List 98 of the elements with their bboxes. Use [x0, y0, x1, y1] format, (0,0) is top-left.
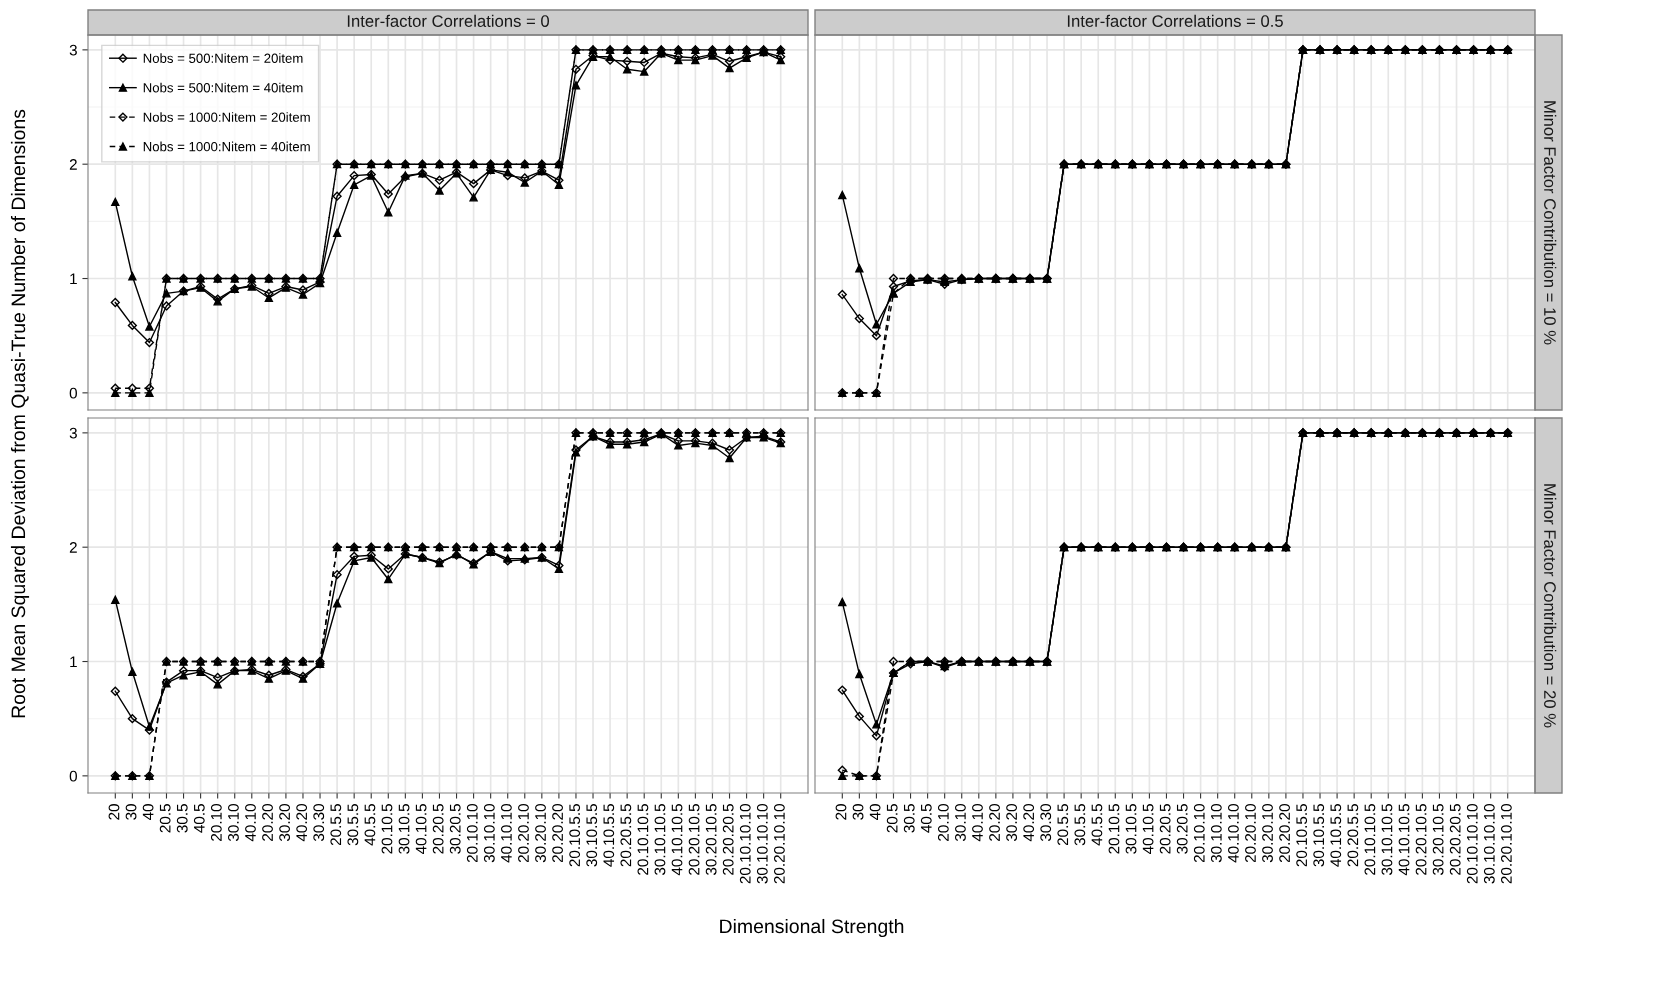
x-tick-label: 30.20.10	[535, 804, 546, 863]
x-tick-label: 30.20	[1006, 804, 1018, 842]
x-tick-label: 20.10.10.10	[1466, 804, 1478, 884]
x-tick-label: 30	[125, 804, 137, 820]
x-tick-label: 40.10.5	[1142, 804, 1154, 855]
x-tick-label: 20.20.5	[1159, 804, 1171, 854]
y-tick-label: 0	[69, 387, 77, 399]
x-tick-label: 30.10.5	[398, 804, 410, 854]
x-tick-label: 20.10.10	[1193, 804, 1205, 863]
x-tick-label: 30.5.5	[347, 804, 359, 846]
x-tick-label: 20.20.5	[432, 804, 444, 854]
y-tick-label: 0	[69, 770, 77, 782]
x-axis-title: Dimensional Strength	[720, 918, 904, 938]
y-axis-title: Root Mean Squared Deviation from Quasi-True Number of Dimensions	[10, 109, 30, 718]
x-tick-label: 40.10.5	[415, 804, 427, 855]
x-tick-label: 20.5.5	[330, 804, 342, 846]
x-tick-label: 20.20.10.10	[773, 804, 785, 884]
y2-axis-title: Minor Factor Contribution = 20 %	[1544, 484, 1557, 728]
x-tick-label: 40.20	[296, 804, 308, 842]
x-tick-label: 30.20.5	[1176, 804, 1188, 854]
y2-axis-title: Minor Factor Contribution = 10 %	[1544, 101, 1557, 345]
x-tick-label: 20.20.20.5	[1449, 804, 1461, 875]
x-tick-label: 20	[835, 804, 847, 820]
x-tick-label: 20.20.5.5	[620, 804, 632, 867]
x-tick-label: 20.5.5	[1057, 804, 1069, 846]
legend-label: Nobs = 500:Nitem = 40item	[143, 82, 303, 93]
x-tick-label: 30.20	[279, 804, 291, 842]
x-tick-label: 30.30	[313, 804, 325, 842]
y-tick-label: 2	[69, 542, 77, 553]
y-tick-label: 1	[70, 656, 77, 668]
x-tick-label: 30.10.10.5	[654, 804, 666, 876]
y-tick-label: 3	[69, 44, 77, 56]
x-tick-label: 40.20	[1023, 804, 1035, 842]
x-tick-label: 20.20.10.10	[1500, 804, 1512, 884]
y-tick-label: 1	[70, 273, 77, 285]
x-tick-label: 30.20.10.5	[1432, 804, 1444, 876]
x-tick-label: 40.10.10.5	[1398, 804, 1410, 876]
y-tick-label: 2	[69, 159, 77, 170]
x-tick-label: 20.20.20	[1279, 804, 1290, 863]
x-tick-label: 20.10	[210, 804, 222, 841]
x-tick-label: 40.10	[245, 804, 256, 842]
x-tick-label: 20	[108, 804, 120, 820]
x-tick-label: 40.10	[972, 804, 983, 842]
x-tick-label: 20.10.10.5	[1364, 804, 1376, 875]
x-tick-label: 30.10.5.5	[1313, 804, 1325, 867]
x-tick-label: 20.20	[262, 804, 273, 841]
x-tick-label: 30.5	[903, 804, 915, 833]
x-tick-label: 20.5	[886, 804, 898, 833]
x-tick-label: 40.5	[920, 804, 932, 833]
x-tick-label: 20.20	[989, 804, 1000, 841]
x-tick-label: 30.20.5	[449, 804, 461, 854]
x-tick-label: 40.5.5	[1091, 804, 1103, 846]
chart-title: Inter-factor Correlations = 0.5	[1067, 14, 1283, 27]
x-tick-label: 20.10.10.5	[637, 804, 649, 875]
x-tick-label: 20.5	[159, 804, 171, 833]
legend-label: Nobs = 1000:Nitem = 40item	[143, 141, 310, 152]
x-tick-label: 20.10.10.10	[739, 804, 751, 884]
x-tick-label: 40.10.5.5	[1330, 804, 1342, 867]
x-tick-label: 40	[142, 804, 154, 821]
x-tick-label: 30.5.5	[1074, 804, 1086, 846]
x-tick-label: 40.5.5	[364, 804, 376, 846]
x-tick-label: 20.20.10	[1245, 804, 1256, 863]
x-tick-label: 40.5	[193, 804, 205, 833]
x-tick-label: 20.10.5	[1108, 804, 1120, 854]
x-tick-label: 30.5	[176, 804, 188, 833]
x-tick-label: 40.10.5.5	[603, 804, 615, 867]
x-tick-label: 20.20.10	[518, 804, 529, 863]
x-tick-label: 40	[869, 804, 881, 821]
x-tick-label: 30.10.10.10	[756, 804, 768, 884]
x-tick-label: 30.10.5.5	[586, 804, 598, 867]
x-tick-label: 30.10.5	[1125, 804, 1137, 854]
x-tick-label: 20.20.20.5	[722, 804, 734, 875]
x-tick-label: 20.10.5.5	[1296, 804, 1308, 867]
x-tick-label: 40.10.10	[501, 804, 512, 863]
x-tick-label: 20.20.10.5	[688, 804, 700, 875]
x-tick-label: 30.20.10.5	[705, 804, 717, 876]
x-tick-label: 30.10.10.5	[1381, 804, 1393, 876]
x-tick-label: 30.10	[955, 804, 966, 842]
x-tick-label: 20.10.5	[381, 804, 393, 854]
x-tick-label: 40.10.10.5	[671, 804, 683, 876]
x-tick-label: 30	[852, 804, 864, 820]
x-tick-label: 30.10.10	[1210, 804, 1222, 863]
x-tick-label: 30.10	[228, 804, 239, 842]
x-tick-label: 30.20.10	[1262, 804, 1273, 863]
x-tick-label: 20.10.10	[466, 804, 478, 863]
x-tick-label: 20.20.10.5	[1415, 804, 1427, 875]
x-tick-label: 20.20.20	[552, 804, 563, 863]
x-tick-label: 30.10.10.10	[1483, 804, 1495, 884]
x-tick-label: 20.20.5.5	[1347, 804, 1359, 867]
x-tick-label: 20.10.5.5	[569, 804, 581, 867]
legend-label: Nobs = 1000:Nitem = 20item	[143, 112, 310, 122]
x-tick-label: 20.10	[937, 804, 949, 841]
x-tick-label: 30.10.10	[483, 804, 495, 863]
y-tick-label: 3	[69, 427, 77, 439]
x-tick-label: 40.10.10	[1228, 804, 1239, 863]
legend-label: Nobs = 500:Nitem = 20item	[143, 53, 303, 63]
x-tick-label: 30.30	[1040, 804, 1052, 842]
chart-title: Inter-factor Correlations = 0	[347, 14, 550, 27]
